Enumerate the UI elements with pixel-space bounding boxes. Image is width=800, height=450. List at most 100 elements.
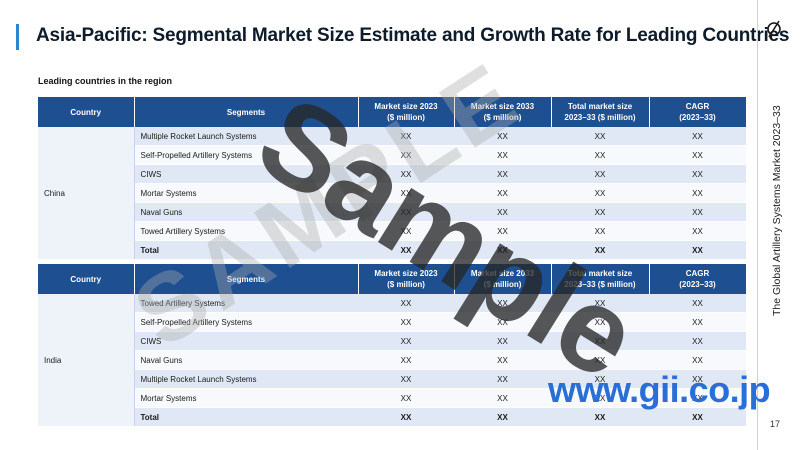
table-row: Self-Propelled Artillery Systems XX XX X…: [38, 145, 746, 165]
table-row: Mortar Systems XX XX XX XX: [38, 183, 746, 203]
value-cell: XX: [551, 202, 649, 222]
value-cell: XX: [649, 294, 746, 313]
value-cell: XX: [551, 388, 649, 408]
header-segments: Segments: [134, 264, 359, 294]
segment-cell: Self-Propelled Artillery Systems: [134, 312, 358, 332]
segment-cell: Total: [134, 240, 358, 260]
page-title: Asia-Pacific: Segmental Market Size Esti…: [36, 25, 790, 46]
value-cell: XX: [649, 221, 746, 241]
segment-cell: Multiple Rocket Launch Systems: [134, 127, 358, 146]
value-cell: XX: [649, 350, 746, 370]
header-cagr: CAGR (2023–33): [649, 97, 747, 127]
table-row: Naval Guns XX XX XX XX: [38, 202, 746, 222]
side-divider: [757, 0, 758, 450]
value-cell: XX: [454, 202, 551, 222]
value-cell: XX: [454, 388, 551, 408]
value-cell: XX: [649, 312, 746, 332]
table-row: Self-Propelled Artillery Systems XX XX X…: [38, 312, 746, 332]
segment-cell: Towed Artillery Systems: [134, 294, 358, 313]
value-cell: XX: [358, 240, 454, 260]
segment-cell: Mortar Systems: [134, 183, 358, 203]
table-row: Mortar Systems XX XX XX XX: [38, 388, 746, 408]
country-cell: India: [38, 294, 135, 427]
value-cell: XX: [551, 312, 649, 332]
circle-slash-logo-icon: [767, 20, 781, 38]
value-cell: XX: [551, 127, 649, 146]
header-total-size: Total market size 2023–33 ($ million): [551, 97, 650, 127]
segment-cell: Towed Artillery Systems: [134, 221, 358, 241]
value-cell: XX: [649, 164, 746, 184]
value-cell: XX: [551, 164, 649, 184]
value-cell: XX: [454, 221, 551, 241]
value-cell: XX: [649, 388, 746, 408]
report-name-vertical: The Global Artillery Systems Market 2023…: [771, 105, 783, 316]
value-cell: XX: [358, 388, 454, 408]
value-cell: XX: [551, 145, 649, 165]
value-cell: XX: [358, 164, 454, 184]
value-cell: XX: [454, 240, 551, 260]
header-country: Country: [38, 97, 135, 127]
header-size-2023: Market size 2023 ($ million): [358, 97, 455, 127]
value-cell: XX: [358, 312, 454, 332]
value-cell: XX: [358, 294, 454, 313]
table-row: India Towed Artillery Systems XX XX XX X…: [38, 294, 746, 427]
value-cell: XX: [358, 331, 454, 351]
table-row: Naval Guns XX XX XX XX: [38, 350, 746, 370]
value-cell: XX: [551, 183, 649, 203]
value-cell: XX: [358, 407, 454, 427]
value-cell: XX: [454, 312, 551, 332]
value-cell: XX: [358, 350, 454, 370]
table-row: Towed Artillery Systems XX XX XX XX: [38, 221, 746, 241]
value-cell: XX: [454, 164, 551, 184]
header-total-size: Total market size 2023–33 ($ million): [551, 264, 650, 294]
site-watermark: www.gii.co.jp: [548, 369, 771, 410]
table-row-total: Total XX XX XX XX: [38, 240, 746, 260]
value-cell: XX: [454, 407, 551, 427]
section-subtitle: Leading countries in the region: [38, 76, 173, 86]
table-row: CIWS XX XX XX XX: [38, 164, 746, 184]
value-cell: XX: [649, 145, 746, 165]
value-cell: XX: [358, 221, 454, 241]
segment-cell: Self-Propelled Artillery Systems: [134, 145, 358, 165]
value-cell: XX: [551, 350, 649, 370]
value-cell: XX: [454, 294, 551, 313]
segment-cell: CIWS: [134, 331, 358, 351]
value-cell: XX: [551, 294, 649, 313]
segment-cell: CIWS: [134, 164, 358, 184]
header-country: Country: [38, 264, 135, 294]
table-row: China Multiple Rocket Launch Systems XX …: [38, 127, 746, 260]
header-cagr: CAGR (2023–33): [649, 264, 747, 294]
value-cell: XX: [649, 127, 746, 146]
header-size-2023: Market size 2023 ($ million): [358, 264, 455, 294]
table-row: Multiple Rocket Launch Systems XX XX XX …: [38, 369, 746, 389]
value-cell: XX: [551, 240, 649, 260]
country-cell: China: [38, 127, 135, 260]
value-cell: XX: [551, 331, 649, 351]
value-cell: XX: [551, 369, 649, 389]
value-cell: XX: [649, 202, 746, 222]
value-cell: XX: [649, 183, 746, 203]
value-cell: XX: [649, 407, 746, 427]
value-cell: XX: [454, 127, 551, 146]
page-number: 17: [770, 419, 781, 429]
country-table-china: Country Segments Market size 2023 ($ mill…: [38, 97, 747, 260]
title-accent-bar: [16, 24, 19, 50]
value-cell: XX: [454, 369, 551, 389]
table-row: CIWS XX XX XX XX: [38, 331, 746, 351]
value-cell: XX: [358, 127, 454, 146]
value-cell: XX: [454, 145, 551, 165]
country-table-india: Country Segments Market size 2023 ($ mill…: [38, 264, 747, 427]
value-cell: XX: [551, 407, 649, 427]
header-size-2033: Market size 2033 ($ million): [454, 264, 552, 294]
value-cell: XX: [649, 369, 746, 389]
value-cell: XX: [454, 183, 551, 203]
value-cell: XX: [649, 240, 746, 260]
segment-cell: Mortar Systems: [134, 388, 358, 408]
header-segments: Segments: [134, 97, 359, 127]
value-cell: XX: [551, 221, 649, 241]
value-cell: XX: [358, 369, 454, 389]
value-cell: XX: [454, 331, 551, 351]
value-cell: XX: [358, 202, 454, 222]
segment-cell: Naval Guns: [134, 350, 358, 370]
value-cell: XX: [358, 183, 454, 203]
